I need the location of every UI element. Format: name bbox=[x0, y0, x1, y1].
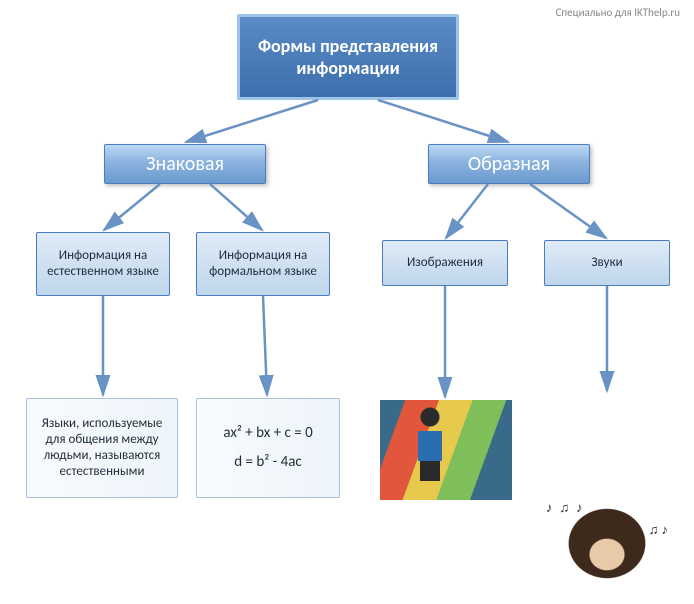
branch-image: Образная bbox=[428, 144, 590, 184]
formula-line2: d = b² - 4ac bbox=[234, 453, 302, 472]
branch-image-label: Образная bbox=[468, 152, 550, 177]
mid-pictures: Изображения bbox=[382, 240, 508, 286]
mid-formal: Информация на формальном языке bbox=[196, 232, 330, 296]
branch-sign-label: Знаковая bbox=[146, 152, 224, 177]
formula-line1: ax² + bx + c = 0 bbox=[223, 424, 312, 443]
mid-pictures-label: Изображения bbox=[407, 255, 483, 271]
mid-natural-label: Информация на естественном языке bbox=[37, 248, 169, 281]
mid-natural: Информация на естественном языке bbox=[36, 232, 170, 296]
branch-sign: Знаковая bbox=[104, 144, 266, 184]
leaf-formula: ax² + bx + c = 0 d = b² - 4ac bbox=[196, 398, 340, 498]
illustration-graffiti bbox=[380, 400, 512, 500]
mid-formal-label: Информация на формальном языке bbox=[197, 248, 329, 281]
credit-text: Специально для IKThelp.ru bbox=[556, 6, 680, 19]
mid-sounds-label: Звуки bbox=[591, 255, 622, 271]
mid-sounds: Звуки bbox=[544, 240, 670, 286]
leaf-natural-desc: Языки, используемые для общения между лю… bbox=[26, 398, 178, 498]
leaf-natural-text: Языки, используемые для общения между лю… bbox=[33, 416, 171, 481]
illustration-girl-headphones bbox=[540, 494, 674, 604]
root-node: Формы представления информации bbox=[237, 14, 459, 100]
root-label: Формы представления информации bbox=[240, 35, 456, 80]
